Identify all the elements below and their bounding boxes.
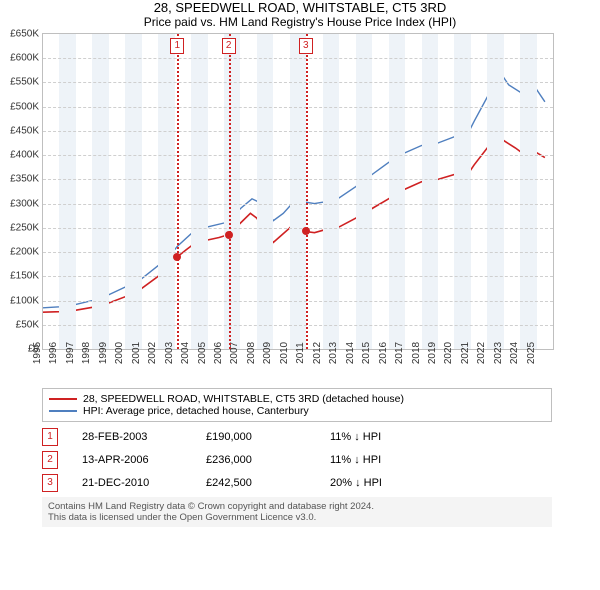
line-chart: £0£50K£100K£150K£200K£250K£300K£350K£400…: [42, 33, 554, 350]
y-axis-label: £250K: [10, 222, 39, 233]
footer: Contains HM Land Registry data © Crown c…: [42, 497, 552, 527]
x-axis-label: 2002: [147, 342, 158, 364]
y-axis-label: £550K: [10, 77, 39, 88]
x-axis-label: 2013: [328, 342, 339, 364]
y-axis-label: £450K: [10, 125, 39, 136]
legend: 28, SPEEDWELL ROAD, WHITSTABLE, CT5 3RD …: [42, 388, 552, 422]
x-axis-label: 2023: [493, 342, 504, 364]
price-marker: [225, 231, 233, 239]
x-axis-label: 2024: [509, 342, 520, 364]
x-axis-label: 1999: [98, 342, 109, 364]
event-diff: 11% ↓ HPI: [330, 431, 430, 443]
x-axis-label: 2005: [196, 342, 207, 364]
x-axis-label: 1996: [48, 342, 59, 364]
x-axis-label: 2022: [476, 342, 487, 364]
event-date: 13-APR-2006: [82, 454, 182, 466]
x-axis-label: 2020: [443, 342, 454, 364]
event-num-box: 3: [42, 474, 58, 492]
event-row: 2 13-APR-2006 £236,000 11% ↓ HPI: [42, 451, 552, 469]
legend-label: 28, SPEEDWELL ROAD, WHITSTABLE, CT5 3RD …: [83, 393, 404, 405]
event-table: 1 28-FEB-2003 £190,000 11% ↓ HPI 2 13-AP…: [42, 428, 552, 492]
x-axis-label: 2016: [377, 342, 388, 364]
x-axis-label: 2007: [229, 342, 240, 364]
x-axis-label: 2021: [460, 342, 471, 364]
event-num-box: 2: [42, 451, 58, 469]
x-axis-label: 2004: [180, 342, 191, 364]
x-axis-label: 2015: [361, 342, 372, 364]
y-axis-label: £100K: [10, 295, 39, 306]
x-axis-label: 2014: [345, 342, 356, 364]
x-axis-label: 2006: [213, 342, 224, 364]
event-row: 1 28-FEB-2003 £190,000 11% ↓ HPI: [42, 428, 552, 446]
legend-label: HPI: Average price, detached house, Cant…: [83, 405, 309, 417]
event-price: £242,500: [206, 477, 306, 489]
y-axis-label: £150K: [10, 271, 39, 282]
y-axis-label: £300K: [10, 198, 39, 209]
x-axis-label: 2019: [427, 342, 438, 364]
event-diff: 11% ↓ HPI: [330, 454, 430, 466]
y-axis-label: £500K: [10, 101, 39, 112]
y-axis-label: £200K: [10, 247, 39, 258]
x-axis-label: 2017: [394, 342, 405, 364]
x-axis-label: 2003: [164, 342, 175, 364]
x-axis-label: 2008: [246, 342, 257, 364]
event-row: 3 21-DEC-2010 £242,500 20% ↓ HPI: [42, 474, 552, 492]
event-date: 28-FEB-2003: [82, 431, 182, 443]
chart-title: 28, SPEEDWELL ROAD, WHITSTABLE, CT5 3RD: [0, 0, 600, 15]
event-price: £236,000: [206, 454, 306, 466]
x-axis-label: 2025: [526, 342, 537, 364]
x-axis-label: 2000: [114, 342, 125, 364]
legend-swatch: [49, 398, 77, 400]
y-axis-label: £600K: [10, 53, 39, 64]
legend-item: 28, SPEEDWELL ROAD, WHITSTABLE, CT5 3RD …: [49, 393, 545, 405]
x-axis-label: 2018: [410, 342, 421, 364]
x-axis-label: 2010: [279, 342, 290, 364]
x-axis-label: 2012: [312, 342, 323, 364]
x-axis-label: 1997: [65, 342, 76, 364]
x-axis-label: 2009: [262, 342, 273, 364]
y-axis-label: £350K: [10, 174, 39, 185]
y-axis-label: £400K: [10, 150, 39, 161]
x-axis-label: 2001: [131, 342, 142, 364]
y-axis-label: £650K: [10, 29, 39, 40]
price-marker: [173, 253, 181, 261]
legend-swatch: [49, 410, 77, 412]
footer-line: Contains HM Land Registry data © Crown c…: [48, 501, 546, 512]
event-price: £190,000: [206, 431, 306, 443]
chart-subtitle: Price paid vs. HM Land Registry's House …: [0, 15, 600, 29]
page: 28, SPEEDWELL ROAD, WHITSTABLE, CT5 3RD …: [0, 0, 600, 590]
price-marker: [302, 227, 310, 235]
x-axis-label: 1998: [81, 342, 92, 364]
legend-item: HPI: Average price, detached house, Cant…: [49, 405, 545, 417]
event-diff: 20% ↓ HPI: [330, 477, 430, 489]
event-num-box: 1: [42, 428, 58, 446]
footer-line: This data is licensed under the Open Gov…: [48, 512, 546, 523]
x-axis-label: 1995: [32, 342, 43, 364]
y-axis-label: £50K: [16, 319, 39, 330]
event-marker-box: 3: [299, 38, 313, 54]
event-date: 21-DEC-2010: [82, 477, 182, 489]
event-marker-box: 2: [222, 38, 236, 54]
event-marker-box: 1: [170, 38, 184, 54]
